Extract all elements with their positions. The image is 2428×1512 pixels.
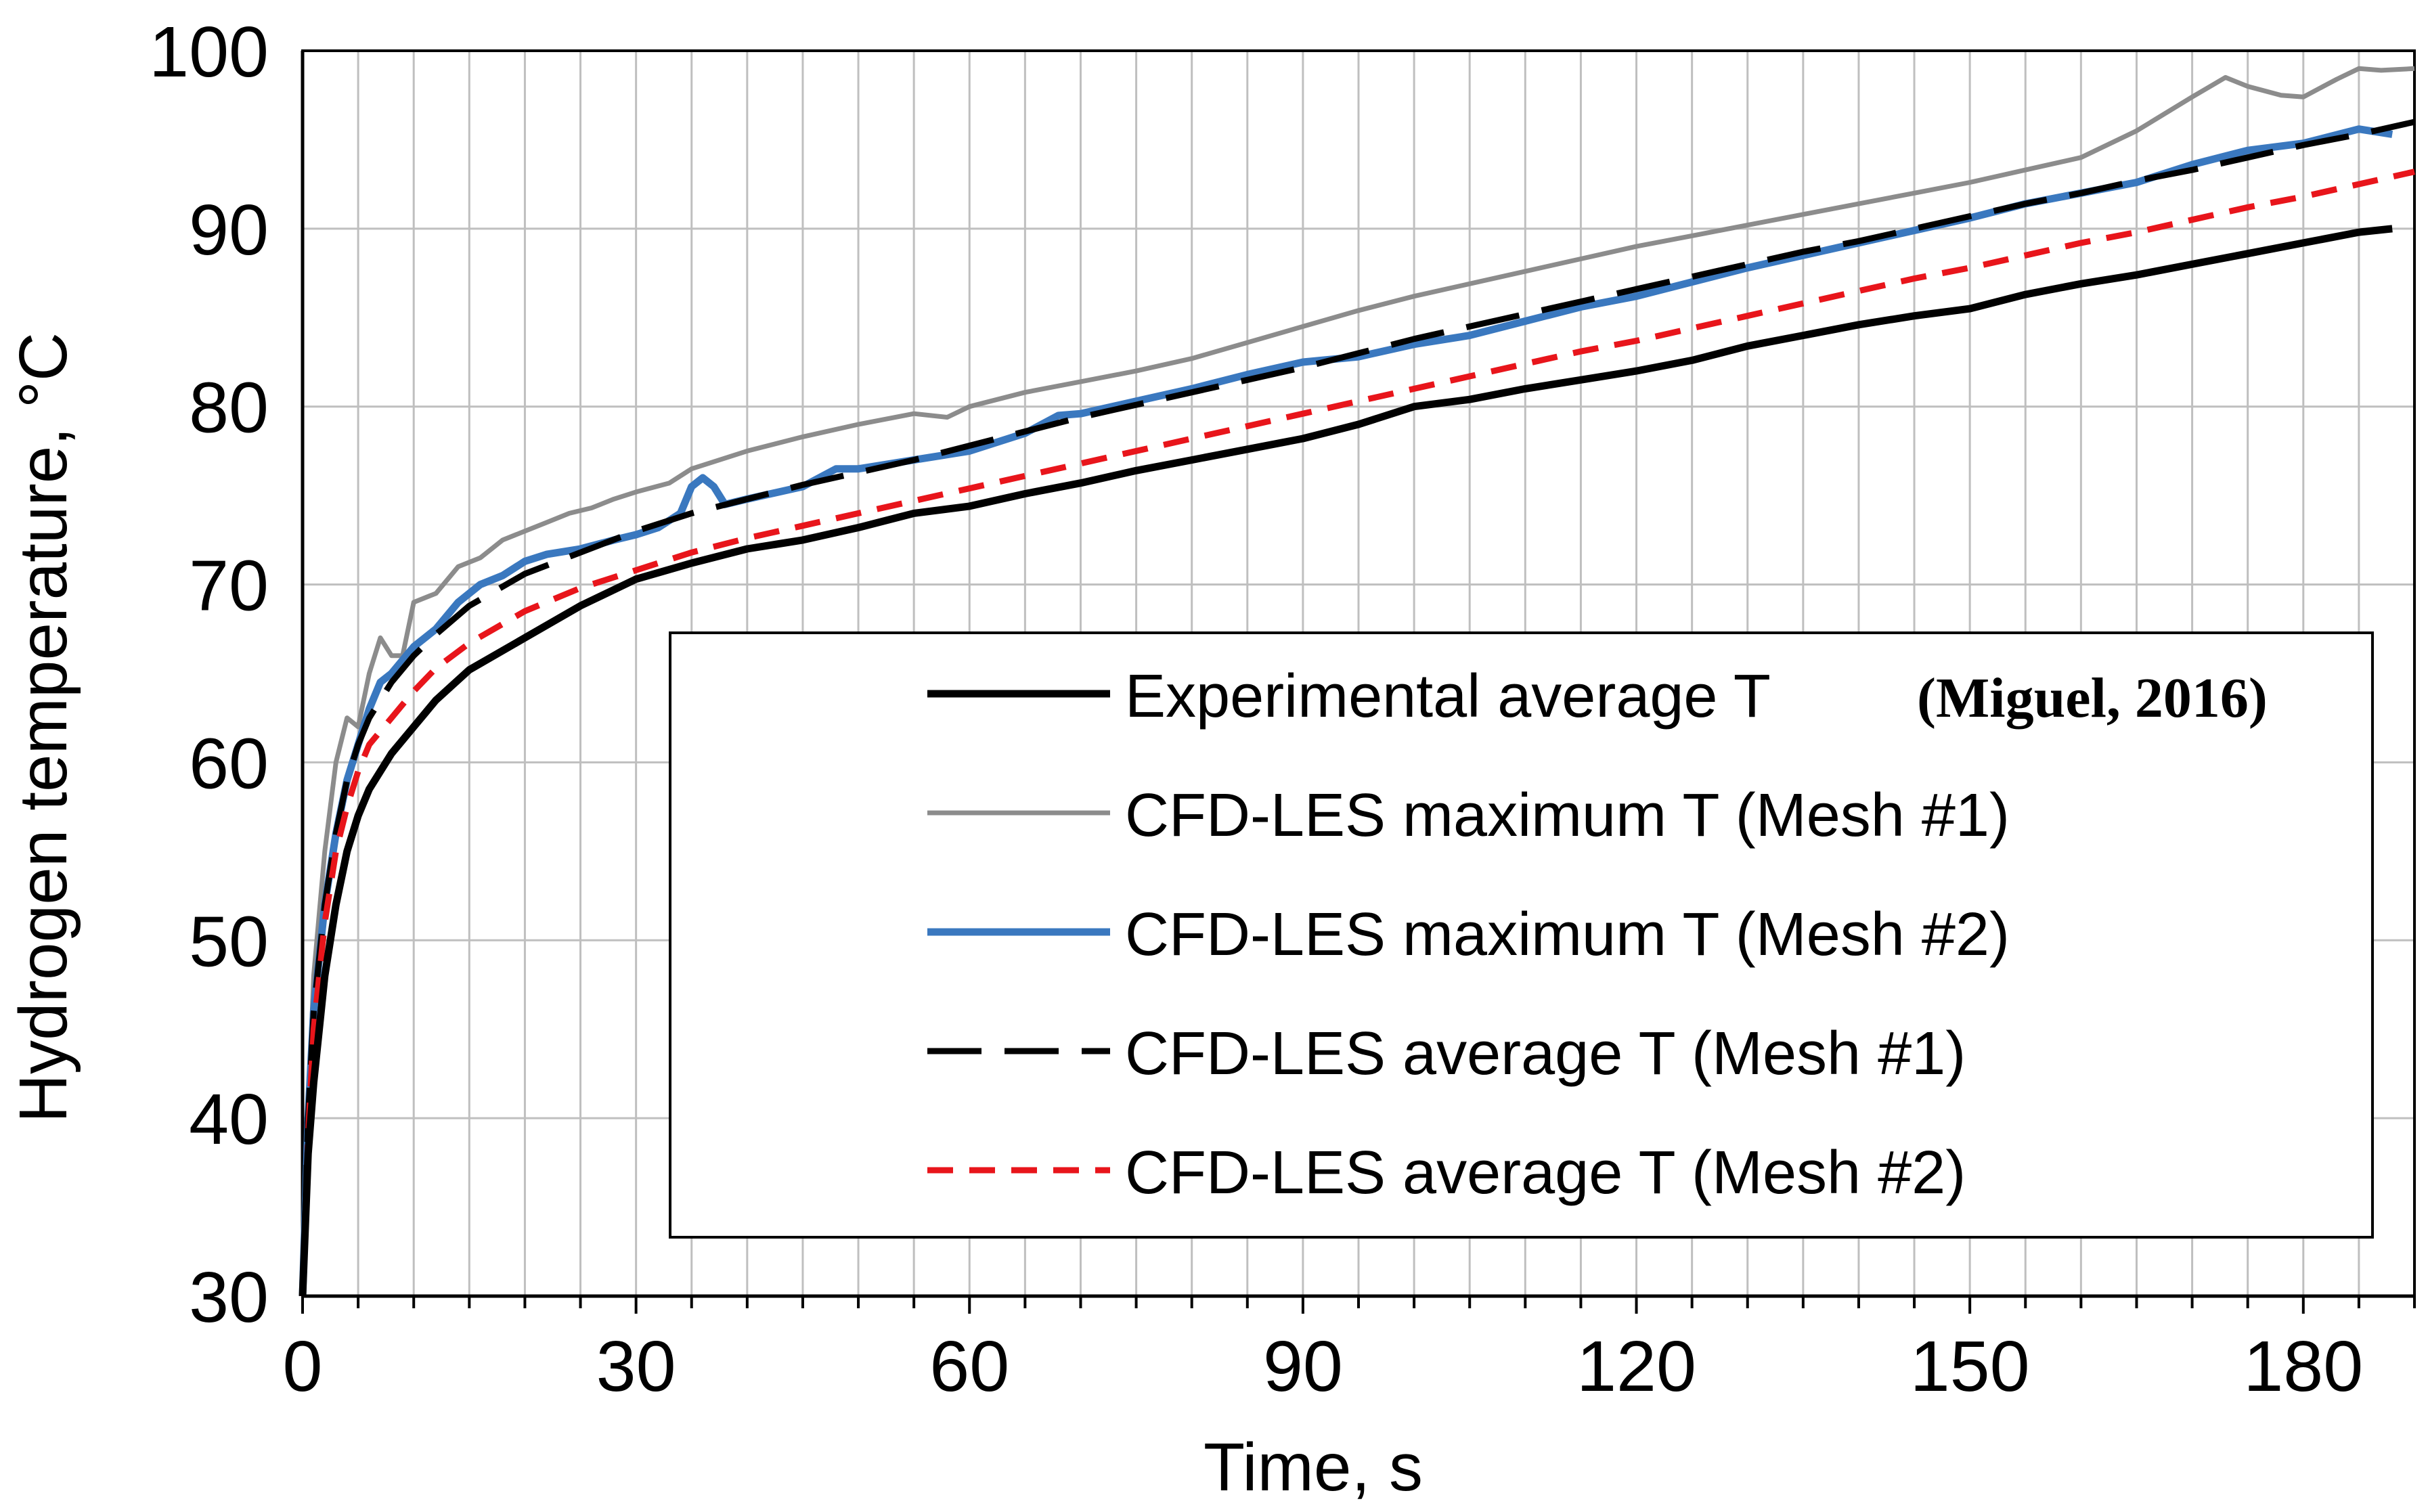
y-axis-title: Hydrogen temperature, °C bbox=[5, 332, 81, 1123]
y-tick-label: 30 bbox=[189, 1258, 269, 1337]
legend-entry-0-citation: (Miguel, 2016) bbox=[1917, 667, 2268, 730]
y-tick-label: 60 bbox=[189, 724, 269, 803]
y-tick-label: 100 bbox=[149, 12, 269, 92]
legend-swatches bbox=[927, 690, 1110, 1174]
legend-entry-4-label: CFD-LES average T (Mesh #2) bbox=[1125, 1139, 1966, 1207]
x-tick-label: 150 bbox=[1910, 1327, 2030, 1406]
series-line-0 bbox=[299, 225, 2393, 1297]
legend: Experimental average T (Miguel, 2016) CF… bbox=[669, 631, 2374, 1239]
plot-area bbox=[299, 66, 2415, 1297]
x-tick-label: 120 bbox=[1576, 1327, 1696, 1406]
y-tick-label: 50 bbox=[189, 902, 269, 981]
x-tick-label: 180 bbox=[2243, 1327, 2363, 1406]
x-tick-label: 30 bbox=[596, 1327, 676, 1406]
legend-entry-2-label: CFD-LES maximum T (Mesh #2) bbox=[1125, 901, 2010, 969]
y-tick-label: 90 bbox=[189, 190, 269, 270]
series-line-3 bbox=[299, 118, 2415, 1297]
x-tick-label: 0 bbox=[283, 1327, 323, 1406]
y-tick-label: 40 bbox=[189, 1080, 269, 1159]
x-tick-label: 90 bbox=[1263, 1327, 1343, 1406]
y-tick-label: 80 bbox=[189, 368, 269, 448]
legend-entry-3-label: CFD-LES average T (Mesh #1) bbox=[1125, 1020, 1966, 1088]
legend-entry-1-label: CFD-LES maximum T (Mesh #1) bbox=[1125, 782, 2010, 849]
y-tick-label: 70 bbox=[189, 546, 269, 626]
x-axis-title: Time, s bbox=[1204, 1429, 1423, 1505]
series-line-4 bbox=[299, 169, 2415, 1297]
axes bbox=[301, 49, 2416, 1314]
x-tick-label: 60 bbox=[929, 1327, 1009, 1406]
legend-entry-0-label: Experimental average T bbox=[1125, 663, 1771, 730]
